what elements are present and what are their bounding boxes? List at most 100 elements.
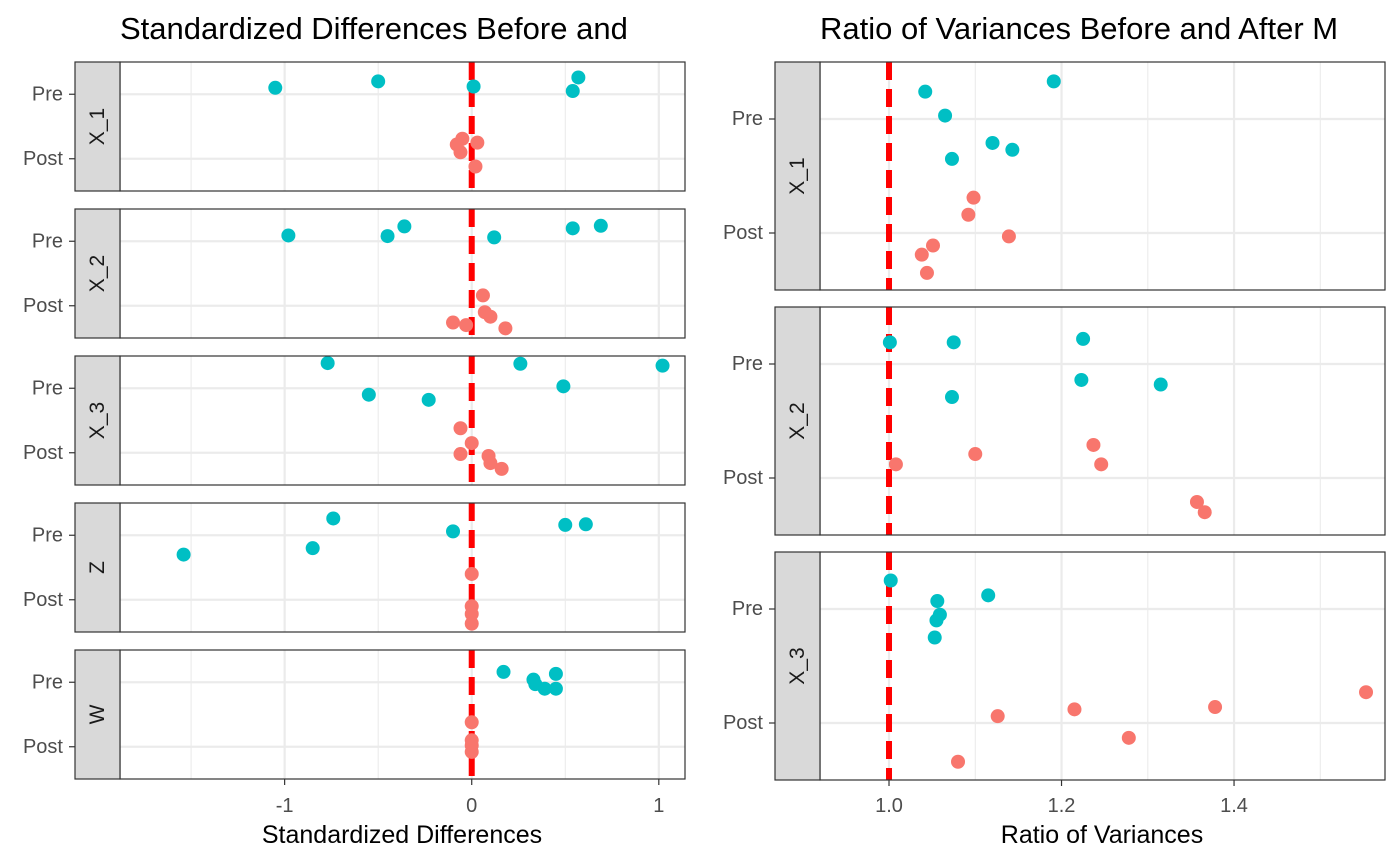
point-pre	[565, 84, 580, 99]
x-tick-label: 1.0	[875, 795, 903, 817]
panel-x-2: X_2 Pre Post	[23, 208, 686, 339]
point-pre	[397, 219, 412, 234]
facet-label: X_3	[786, 647, 809, 684]
point-post	[464, 744, 479, 759]
y-tick-label: Pre	[732, 598, 763, 620]
panel-background	[820, 552, 1385, 780]
point-post	[470, 135, 485, 150]
panel-background	[120, 650, 685, 779]
point-pre	[548, 681, 563, 696]
facet-label: X_3	[86, 402, 109, 439]
point-post	[464, 436, 479, 451]
point-post	[475, 288, 490, 303]
y-tick-label: Post	[23, 295, 63, 317]
std-diff-x-axis-title: Standardized Differences	[262, 821, 542, 849]
facet-strip	[74, 355, 121, 486]
point-post	[951, 754, 966, 769]
panel-x-3: X_3 Pre Post	[723, 551, 1386, 781]
facet-strip	[774, 306, 821, 536]
facet-label: W	[86, 704, 109, 724]
point-pre	[578, 517, 593, 532]
point-post	[453, 421, 468, 436]
point-post	[966, 190, 981, 205]
facet-label: X_2	[86, 255, 109, 292]
point-pre	[944, 151, 959, 166]
point-post	[1001, 229, 1016, 244]
std-diff-plot: Standardized Differences Before and X_1 P…	[23, 11, 686, 849]
point-pre	[930, 594, 945, 609]
point-post	[961, 207, 976, 222]
point-pre	[320, 356, 335, 371]
point-pre	[513, 356, 528, 371]
point-post	[968, 447, 983, 462]
panel-x-1: X_1 Pre Post	[723, 61, 1386, 291]
point-pre	[487, 230, 502, 245]
x-tick-label: 1.2	[1048, 795, 1076, 817]
point-post	[446, 315, 461, 330]
point-post	[1197, 505, 1212, 520]
point-post	[990, 709, 1005, 724]
point-pre	[466, 79, 481, 94]
x-tick-label: 0	[466, 795, 477, 817]
point-post	[453, 447, 468, 462]
x-tick-label: -1	[276, 795, 294, 817]
point-pre	[1046, 74, 1061, 89]
point-pre	[380, 229, 395, 244]
y-tick-label: Post	[723, 467, 763, 489]
facet-label: X_2	[786, 402, 809, 439]
point-post	[1086, 437, 1101, 452]
point-post	[1208, 700, 1223, 715]
panel-background	[120, 503, 685, 632]
panel-background	[120, 356, 685, 485]
facet-strip	[74, 61, 121, 192]
point-pre	[571, 70, 586, 85]
point-pre	[556, 379, 571, 394]
point-post	[1094, 457, 1109, 472]
variance-ratio-plot-title: Ratio of Variances Before and After M	[820, 11, 1338, 46]
point-pre	[929, 613, 944, 628]
y-tick-label: Pre	[32, 83, 63, 105]
panel-x-1: X_1 Pre Post	[23, 61, 686, 192]
point-pre	[918, 84, 933, 99]
panel-background	[820, 307, 1385, 535]
point-pre	[305, 541, 320, 556]
point-pre	[537, 681, 552, 696]
point-post	[483, 309, 498, 324]
y-tick-label: Pre	[32, 377, 63, 399]
point-pre	[1005, 142, 1020, 157]
point-post	[1359, 685, 1374, 700]
point-post	[888, 457, 903, 472]
point-post	[498, 321, 513, 336]
variance-ratio-x-axis: 1.0 1.2 1.4	[875, 780, 1248, 817]
point-pre	[946, 335, 961, 350]
point-pre	[558, 517, 573, 532]
facet-strip	[74, 649, 121, 780]
point-post	[464, 616, 479, 631]
facet-label: X_1	[786, 157, 809, 194]
point-pre	[883, 573, 898, 588]
point-post	[494, 461, 509, 476]
point-post	[1121, 730, 1136, 745]
point-pre	[1153, 377, 1168, 392]
y-tick-label: Post	[23, 736, 63, 758]
point-pre	[938, 108, 953, 123]
facet-label: Z	[86, 561, 109, 574]
panel-background	[120, 62, 685, 191]
variance-ratio-panels: X_1 Pre Post X_2 Pre Post X_3 Pre Post	[723, 61, 1386, 781]
point-pre	[882, 335, 897, 350]
y-tick-label: Post	[23, 589, 63, 611]
variance-ratio-x-axis-title: Ratio of Variances	[1001, 821, 1203, 849]
point-post	[1067, 702, 1082, 717]
point-post	[1189, 494, 1204, 509]
point-post	[464, 715, 479, 730]
facet-strip	[74, 502, 121, 633]
x-tick-label: 1	[653, 795, 664, 817]
point-pre	[268, 80, 283, 95]
std-diff-plot-title: Standardized Differences Before and	[120, 11, 628, 46]
point-pre	[421, 392, 436, 407]
point-post	[464, 606, 479, 621]
point-post	[914, 247, 929, 262]
point-pre	[981, 588, 996, 603]
y-tick-label: Pre	[32, 524, 63, 546]
y-tick-label: Post	[23, 442, 63, 464]
